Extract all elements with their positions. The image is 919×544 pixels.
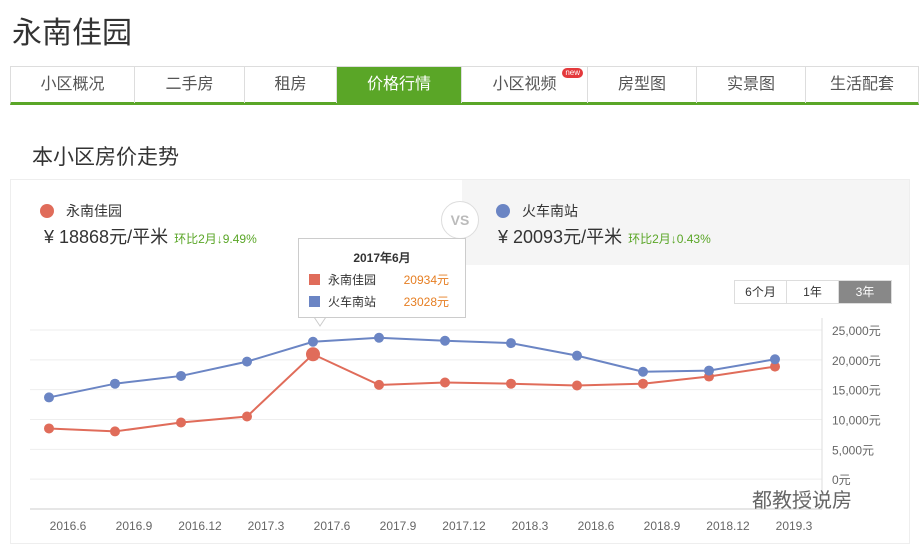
tooltip-value: 23028元 xyxy=(403,295,449,309)
x-tick-label: 2018.12 xyxy=(706,519,750,533)
data-point xyxy=(506,378,516,389)
data-point xyxy=(176,370,186,381)
x-tick-label: 2019.3 xyxy=(776,519,813,533)
x-tick-label: 2018.9 xyxy=(644,519,681,533)
left-price: ¥ 18868元/平米 环比2月↓9.49% xyxy=(44,226,257,250)
series-line xyxy=(48,353,776,433)
data-point xyxy=(572,350,582,361)
range-1y-button[interactable]: 1年 xyxy=(787,281,839,303)
x-tick-label: 2016.9 xyxy=(116,519,153,533)
x-tick-label: 2016.6 xyxy=(50,519,87,533)
data-point xyxy=(110,426,120,437)
data-point xyxy=(308,336,318,347)
tab-video-label: 小区视频 xyxy=(492,76,557,93)
y-tick-label: 20,000元 xyxy=(832,354,881,368)
tab-video[interactable]: 小区视频 new xyxy=(462,67,588,103)
data-point xyxy=(572,380,582,391)
data-point xyxy=(638,378,648,389)
tab-bar: 小区概况 二手房 租房 价格行情 小区视频 new 房型图 实景图 生活配套 xyxy=(10,66,919,105)
right-name: 火车南站 xyxy=(522,203,578,219)
blue-dot-icon xyxy=(496,204,510,218)
left-name: 永南佳园 xyxy=(66,203,122,219)
y-tick-label: 10,000元 xyxy=(832,414,881,428)
series-line xyxy=(48,336,776,399)
tooltip-title: 2017年6月 xyxy=(353,251,411,265)
x-tick-label: 2018.6 xyxy=(578,519,615,533)
tooltip-row: 永南佳园 20934元 xyxy=(309,271,465,288)
data-point xyxy=(440,377,450,388)
tooltip-series-name: 永南佳园 xyxy=(328,273,377,287)
right-change: 环比2月↓0.43% xyxy=(628,232,711,246)
tab-price[interactable]: 价格行情 xyxy=(337,67,462,103)
y-tick-label: 25,000元 xyxy=(832,324,881,338)
data-point xyxy=(440,335,450,346)
x-tick-label: 2017.12 xyxy=(442,519,486,533)
tab-overview[interactable]: 小区概况 xyxy=(11,67,135,103)
y-tick-label: 5,000元 xyxy=(832,443,874,457)
tooltip-series-name: 火车南站 xyxy=(328,295,377,309)
data-point xyxy=(770,354,780,365)
blue-square-icon xyxy=(309,296,320,307)
data-point xyxy=(704,365,714,376)
x-tick-label: 2017.9 xyxy=(380,519,417,533)
data-point xyxy=(638,366,648,377)
data-point xyxy=(176,417,186,428)
page-title: 永南佳园 xyxy=(12,17,132,50)
tab-rent[interactable]: 租房 xyxy=(245,67,337,103)
data-point xyxy=(242,411,252,422)
tab-second-hand[interactable]: 二手房 xyxy=(135,67,245,103)
vs-icon: VS xyxy=(441,201,479,239)
x-tick-label: 2016.12 xyxy=(178,519,222,533)
right-price-value: ¥ 20093元/平米 xyxy=(498,227,623,247)
y-tick-label: 15,000元 xyxy=(832,384,881,398)
data-point xyxy=(44,423,54,434)
data-point xyxy=(242,356,252,367)
data-point xyxy=(374,332,384,343)
left-change: 环比2月↓9.49% xyxy=(174,232,257,246)
data-point xyxy=(110,378,120,389)
x-tick-label: 2017.3 xyxy=(248,519,285,533)
y-tick-label: 0元 xyxy=(832,473,851,487)
range-3y-button[interactable]: 3年 xyxy=(839,281,891,303)
tooltip-value: 20934元 xyxy=(403,273,449,287)
x-tick-label: 2018.3 xyxy=(512,519,549,533)
data-point xyxy=(374,379,384,390)
data-point xyxy=(44,392,54,403)
range-6m-button[interactable]: 6个月 xyxy=(735,281,787,303)
data-point xyxy=(770,361,780,372)
red-square-icon xyxy=(309,274,320,285)
right-price: ¥ 20093元/平米 环比2月↓0.43% xyxy=(498,226,711,250)
red-dot-icon xyxy=(40,204,54,218)
new-badge: new xyxy=(562,68,583,78)
left-price-value: ¥ 18868元/平米 xyxy=(44,227,169,247)
compare-right-name: 火车南站 xyxy=(496,201,578,221)
price-chart: 25,000元 20,000元 15,000元 10,000元 5,000元 0元 2016… xyxy=(30,316,881,533)
tooltip-row: 火车南站 23028元 xyxy=(309,293,465,310)
watermark: 都教授说房 xyxy=(752,490,852,512)
compare-left-name: 永南佳园 xyxy=(40,201,122,221)
range-selector: 6个月 1年 3年 xyxy=(734,280,892,304)
section-title: 本小区房价走势 xyxy=(32,146,179,169)
data-point xyxy=(306,347,320,362)
tooltip-pointer xyxy=(313,316,327,327)
tab-photos[interactable]: 实景图 xyxy=(697,67,806,103)
compare-right-panel xyxy=(462,180,909,265)
data-point xyxy=(506,338,516,349)
tab-floorplan[interactable]: 房型图 xyxy=(588,67,697,103)
x-tick-label: 2017.6 xyxy=(314,519,351,533)
tooltip: 2017年6月 永南佳园 20934元 火车南站 23028元 xyxy=(298,238,466,318)
tab-amenities[interactable]: 生活配套 xyxy=(829,76,894,93)
